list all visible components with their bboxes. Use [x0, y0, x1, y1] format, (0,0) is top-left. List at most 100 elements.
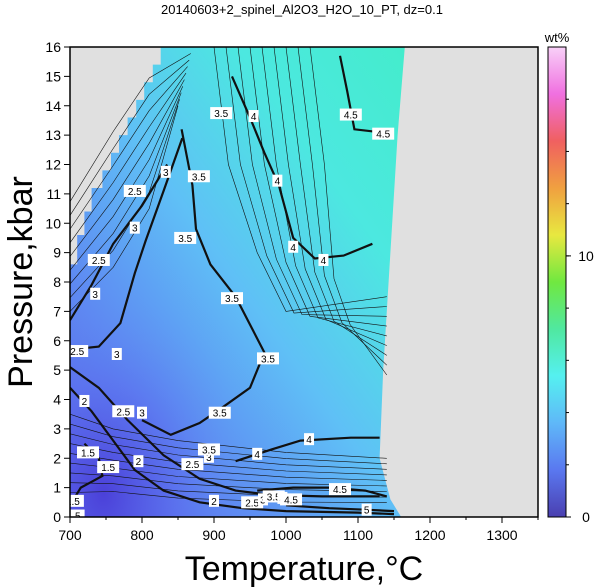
contour-label: 2.5 [241, 496, 264, 509]
x-tick-label: 800 [130, 527, 154, 543]
svg-text:3.5: 3.5 [214, 109, 228, 120]
svg-text:3: 3 [92, 290, 98, 301]
contour-label: 1.5 [97, 461, 120, 474]
y-tick-label: 8 [53, 274, 61, 290]
contour-label: 2 [133, 455, 144, 468]
contour-line-minor [70, 433, 387, 470]
svg-text:2.5: 2.5 [245, 498, 259, 509]
svg-text:2.5: 2.5 [92, 256, 106, 267]
contour-label: 3.5 [174, 231, 197, 245]
y-tick-label: 0 [53, 509, 61, 525]
x-axis-label: Temperature,°C [185, 550, 423, 587]
svg-text:4.5: 4.5 [333, 485, 347, 496]
x-tick-label: 700 [58, 527, 82, 543]
svg-text:4: 4 [306, 435, 312, 446]
x-axis-ticks: 700 800 900 1000 1100 1200 1300 [58, 517, 539, 543]
svg-text:4: 4 [290, 243, 296, 254]
contour-label: 3 [90, 287, 101, 301]
contour-line-minor [70, 491, 387, 503]
svg-text:3: 3 [206, 453, 212, 464]
contour-label: 1.5 [66, 494, 84, 508]
svg-text:1.5: 1.5 [66, 497, 80, 508]
contour-label: 3.5 [208, 406, 231, 420]
contour-label: 2.5 [181, 458, 204, 471]
svg-text:3: 3 [132, 224, 138, 235]
contour-line-minor [249, 47, 387, 327]
contour-line-minor [70, 482, 387, 498]
x-tick-label: 1200 [414, 527, 445, 543]
y-tick-label: 2 [53, 450, 61, 466]
contour-line-major [70, 387, 395, 516]
svg-text:3.5: 3.5 [213, 409, 227, 420]
contour-label: 4 [252, 447, 263, 461]
svg-text:2: 2 [136, 457, 142, 468]
y-tick-label: 14 [45, 98, 61, 114]
contour-label: 4 [272, 174, 283, 188]
contour-label: 3 [137, 406, 147, 420]
contour-label: 3.5 [197, 443, 220, 456]
contour-line-major [230, 75, 373, 260]
y-tick-label: 5 [53, 362, 61, 378]
svg-text:2.5: 2.5 [128, 187, 142, 198]
contour-line-minor [225, 47, 387, 314]
contour-line-minor [70, 59, 190, 216]
y-tick-label: 10 [45, 215, 61, 231]
svg-text:2: 2 [211, 497, 217, 508]
contour-label: 4.5 [280, 493, 303, 506]
contour-line-minor [297, 47, 388, 366]
contour-label: 1.5 [77, 446, 99, 459]
svg-text:5: 5 [364, 506, 370, 517]
colorbar-label: wt% [544, 30, 570, 45]
svg-text:4.5: 4.5 [376, 130, 390, 141]
contour-line-minor [70, 79, 185, 257]
contour-line-minor [70, 53, 191, 202]
contour-line-major [285, 504, 395, 513]
contour-label: 3.5 [257, 352, 279, 365]
svg-text:3.5: 3.5 [225, 294, 239, 305]
y-tick-label: 11 [46, 186, 61, 202]
svg-text:3.5: 3.5 [261, 354, 275, 365]
contour-label: 2.5 [123, 184, 146, 198]
contour-line-minor [261, 47, 387, 337]
svg-text:4.5: 4.5 [284, 495, 298, 506]
svg-text:3: 3 [139, 409, 145, 420]
colorbar [547, 46, 567, 518]
y-tick-label: 6 [53, 333, 61, 349]
contour-label: 1.5 [70, 509, 85, 517]
contour-label: 3 [160, 165, 171, 179]
svg-text:2: 2 [82, 397, 88, 408]
contour-line-major [70, 137, 184, 351]
y-tick-label: 9 [53, 245, 61, 261]
contour-label: 3 [203, 450, 214, 464]
contour-label: 2.5 [87, 253, 110, 267]
y-tick-label: 3 [53, 421, 61, 437]
x-tick-label: 1100 [343, 527, 373, 543]
y-tick-label: 16 [45, 39, 61, 55]
contour-line-minor [70, 472, 387, 492]
contour-line-minor [70, 423, 387, 465]
svg-text:2.5: 2.5 [116, 407, 130, 418]
contour-labels: 1.51.51.51.52222.52.52.52.52.52.53333333… [66, 107, 395, 517]
chart-title: 20140603+2_spinel_Al2O3_H2O_10_PT, dz=0.… [161, 2, 443, 17]
contour-label: 4.5 [339, 108, 362, 122]
contour-line-minor [309, 47, 388, 376]
svg-text:3.5: 3.5 [267, 492, 281, 503]
svg-text:3.5: 3.5 [192, 172, 206, 183]
contour-label: 2 [79, 394, 90, 408]
y-tick-label: 4 [53, 392, 61, 408]
contour-label: 4.5 [372, 127, 395, 141]
contour-label: 4 [248, 110, 259, 123]
svg-text:4: 4 [321, 256, 327, 267]
contour-line-minor [70, 413, 387, 459]
contour-label: 5 [361, 503, 372, 517]
svg-text:1.5: 1.5 [81, 448, 95, 459]
contour-label: 4 [288, 240, 299, 254]
contour-label: 3.5 [187, 170, 210, 183]
contour-label: 3 [129, 221, 140, 235]
svg-text:3: 3 [163, 168, 169, 179]
colorbar-ticks: 0 10 [566, 98, 594, 525]
y-tick-label: 1 [53, 480, 61, 496]
contour-line-minor [70, 66, 188, 230]
y-tick-label: 15 [45, 68, 61, 84]
